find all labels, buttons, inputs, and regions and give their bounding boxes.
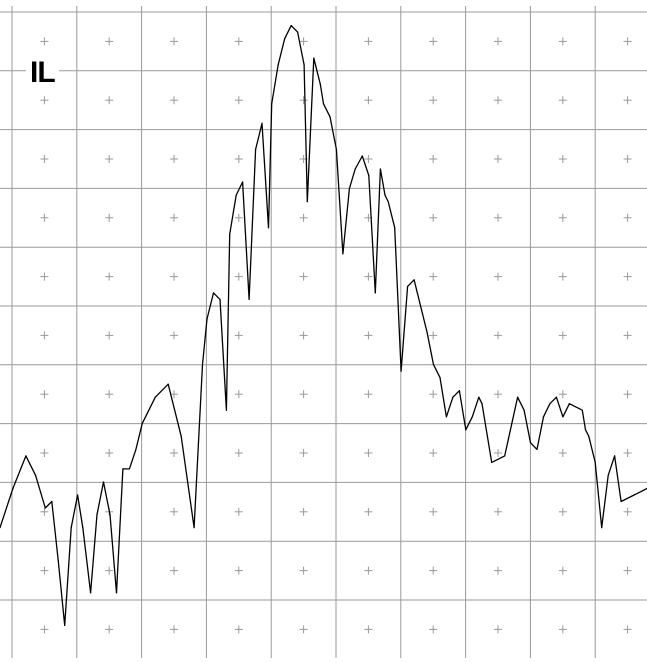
data-point [465, 429, 467, 431]
data-point [135, 448, 137, 450]
data-point [384, 194, 386, 196]
data-point [426, 331, 428, 333]
data-point [439, 377, 441, 379]
series-line [0, 24, 647, 627]
data-point [109, 514, 111, 516]
data-point [206, 318, 208, 320]
data-point [523, 409, 525, 411]
data-point [242, 181, 244, 183]
data-point [549, 403, 551, 405]
data-point [368, 174, 370, 177]
data-point [235, 194, 237, 196]
data-point [407, 285, 409, 287]
data-point [633, 494, 635, 496]
data-point [306, 201, 308, 203]
data-point [445, 416, 447, 418]
data-point [504, 455, 506, 457]
chart-label: IL [26, 56, 59, 90]
data-point [70, 527, 72, 529]
data-point [212, 292, 215, 294]
data-point [588, 435, 590, 437]
data-point [319, 83, 321, 85]
data-point [297, 31, 299, 33]
data-point [201, 364, 204, 366]
data-point [478, 396, 480, 398]
data-point [167, 383, 169, 385]
data-point [122, 468, 124, 470]
data-point [491, 461, 493, 463]
data-point [529, 442, 532, 444]
data-point [115, 592, 118, 594]
data-point [77, 494, 79, 496]
data-point [452, 396, 454, 398]
data-point [44, 507, 46, 509]
data-point [400, 370, 402, 372]
data-point [432, 364, 435, 366]
data-point [25, 455, 27, 457]
data-point [303, 64, 305, 66]
grid-lines [0, 6, 647, 658]
data-point [35, 474, 37, 476]
traces [0, 24, 647, 627]
data-point [536, 448, 538, 450]
data-point [379, 168, 381, 170]
data-point [354, 168, 356, 170]
data-point [219, 298, 221, 300]
data-point [154, 396, 156, 398]
data-point [102, 481, 105, 483]
data-point [620, 500, 622, 503]
data-point [267, 227, 270, 229]
data-point [542, 416, 545, 418]
data-point [141, 422, 143, 424]
data-point [261, 122, 263, 124]
data-point [277, 64, 279, 66]
data-point [581, 409, 583, 411]
data-point [568, 403, 571, 405]
data-point [51, 500, 53, 503]
data-point [64, 624, 66, 627]
data-point [458, 390, 460, 392]
data-point [387, 201, 389, 203]
data-point [517, 396, 519, 398]
data-point [0, 527, 1, 529]
data-point [607, 474, 609, 476]
data-point [128, 468, 130, 470]
data-point [90, 592, 92, 594]
data-point [481, 403, 483, 405]
data-point [335, 148, 337, 150]
data-point [614, 455, 616, 457]
data-point [562, 416, 564, 418]
data-point [374, 292, 376, 294]
data-point [290, 25, 292, 27]
data-point [284, 38, 286, 40]
data-point [329, 116, 331, 118]
data-point [57, 559, 59, 561]
data-point [555, 396, 558, 398]
data-point [180, 435, 182, 437]
data-point [594, 461, 596, 463]
data-point [96, 514, 98, 516]
data-point [322, 103, 325, 105]
data-point [342, 253, 344, 255]
data-point [12, 487, 14, 490]
data-point [248, 298, 250, 300]
data-point [313, 57, 315, 59]
data-point [271, 103, 273, 105]
data-point [82, 527, 84, 529]
data-point [225, 409, 227, 411]
data-point [255, 148, 257, 150]
data-point [193, 527, 195, 529]
data-point [348, 188, 350, 190]
data-point [394, 227, 396, 229]
data-point [413, 279, 415, 281]
data-point [361, 155, 363, 157]
data-point [584, 429, 587, 431]
data-point [229, 233, 231, 235]
data-point [601, 527, 603, 529]
data-point [471, 416, 473, 418]
